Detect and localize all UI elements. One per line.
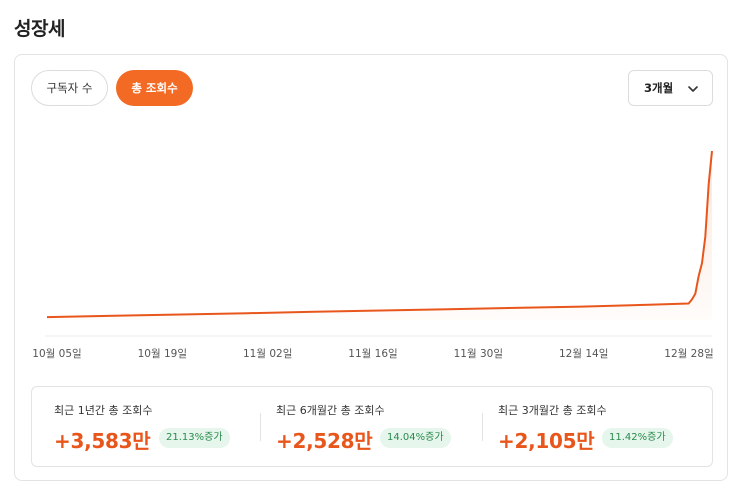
x-tick-label: 11월 16일: [348, 347, 397, 360]
stat-change-badge: 11.42%증가: [602, 428, 673, 448]
stat-label: 최근 1년간 총 조회수: [54, 404, 153, 417]
chart-series-line: [46, 150, 713, 319]
x-tick-label: 12월 28일: [664, 347, 713, 360]
stat-change-badge: 14.04%증가: [380, 428, 451, 448]
chart-area: [47, 151, 712, 320]
tab-total-views[interactable]: 총 조회수: [116, 70, 193, 106]
stat-label: 최근 3개월간 총 조회수: [498, 404, 607, 417]
tab-subscribers[interactable]: 구독자 수: [31, 70, 108, 106]
x-tick-label: 12월 14일: [559, 347, 608, 360]
views-growth-chart: 10월 05일 10월 19일 11월 02일 11월 16일 11월 30일 12월 1…: [32, 150, 714, 360]
x-tick-label: 11월 30일: [454, 347, 503, 360]
stat-divider: [482, 413, 483, 441]
stat-value: +2,528만: [276, 429, 373, 453]
summary-panel: 최근 1년간 총 조회수 +3,583만 21.13%증가 최근 6개월간 총 …: [31, 386, 713, 467]
stat-label: 최근 6개월간 총 조회수: [276, 404, 385, 417]
stat-divider: [260, 413, 261, 441]
x-tick-label: 11월 02일: [243, 347, 292, 360]
stat-value: +2,105만: [498, 429, 595, 453]
period-select[interactable]: 3개월: [628, 70, 713, 106]
stat-value: +3,583만: [54, 429, 151, 453]
period-select-value: 3개월: [644, 81, 674, 95]
section-title: 성장세: [14, 18, 65, 40]
chevron-down-icon: [688, 86, 698, 92]
x-tick-label: 10월 05일: [32, 347, 81, 360]
growth-card: 구독자 수 총 조회수 3개월 10월 05일 10월 19일 11월 02일 11월…: [14, 54, 728, 481]
x-tick-label: 10월 19일: [138, 347, 187, 360]
stat-change-badge: 21.13%증가: [159, 428, 230, 448]
